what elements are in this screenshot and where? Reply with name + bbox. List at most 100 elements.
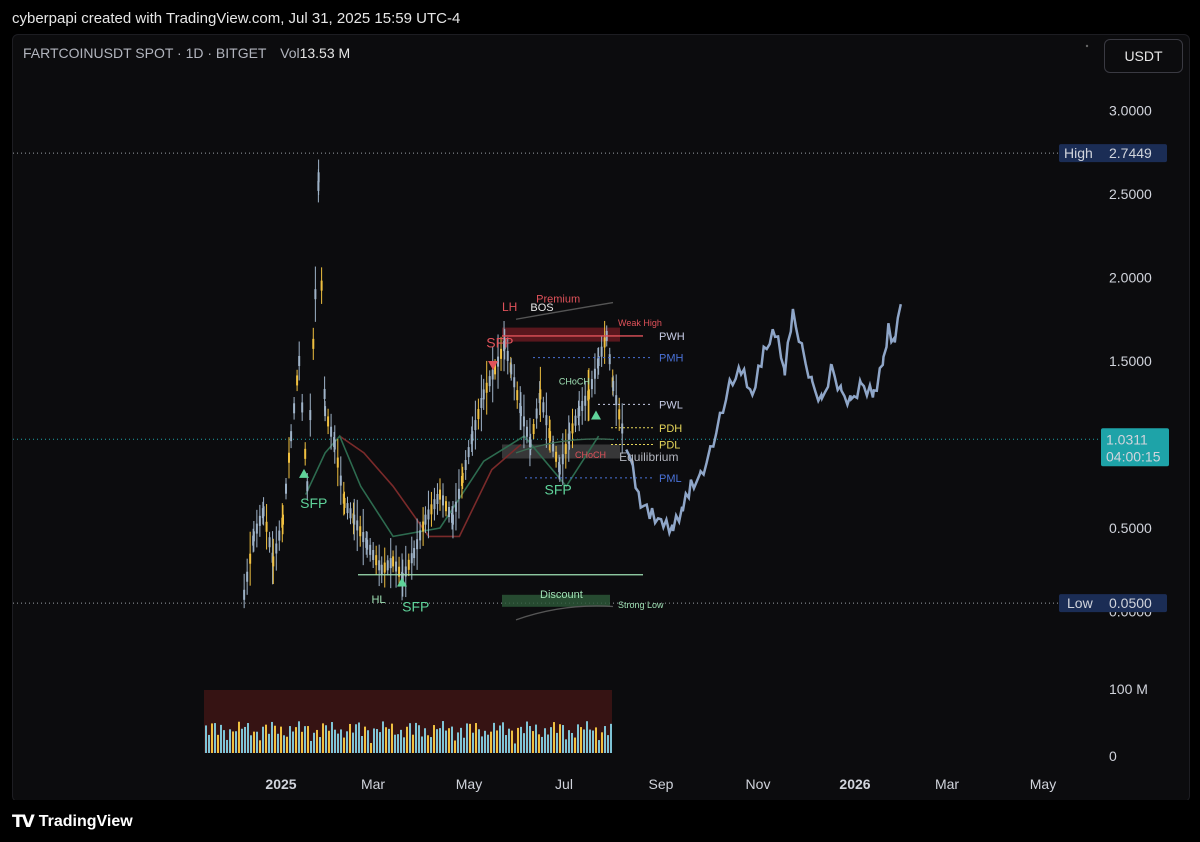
volume-bar bbox=[295, 727, 297, 753]
volume-bar bbox=[298, 721, 300, 753]
chart-canvas[interactable]: 3.00002.50002.00001.50001.00000.50000.00… bbox=[13, 35, 1189, 801]
candle-body bbox=[552, 441, 555, 452]
candle-body bbox=[343, 497, 346, 508]
candle-body bbox=[525, 426, 528, 437]
discount-zone bbox=[502, 594, 610, 607]
candle-body bbox=[309, 410, 312, 421]
volume-bar bbox=[601, 732, 603, 753]
candle-body bbox=[290, 431, 293, 442]
candle-body bbox=[369, 544, 372, 555]
candle-body bbox=[243, 589, 246, 600]
last-price-tag bbox=[1101, 428, 1169, 467]
volume-bar bbox=[556, 732, 558, 753]
volume-bar bbox=[598, 740, 600, 753]
candle-body bbox=[603, 337, 606, 348]
candle-body bbox=[549, 431, 552, 442]
volume-bar bbox=[217, 734, 219, 753]
bar-countdown: 04:00:15 bbox=[1106, 448, 1161, 464]
candle-body bbox=[615, 395, 618, 406]
volume-bar bbox=[379, 732, 381, 753]
candle-body bbox=[457, 488, 460, 499]
volume-bar bbox=[334, 729, 336, 753]
volume-bar bbox=[364, 726, 366, 753]
volume-bar bbox=[589, 729, 591, 753]
volume-bar bbox=[553, 722, 555, 753]
candle-body bbox=[451, 514, 454, 525]
volume-bar bbox=[262, 726, 264, 753]
volume-bar bbox=[244, 726, 246, 753]
candle-body bbox=[258, 515, 261, 526]
candle-body bbox=[482, 389, 485, 400]
candle-body bbox=[372, 550, 375, 561]
candle-body bbox=[539, 389, 542, 400]
candle-body bbox=[255, 523, 258, 534]
symbol-info[interactable]: FARTCOINUSDT SPOT · 1D · BITGET Vol13.53… bbox=[23, 45, 350, 61]
low-tag-value: 0.0500 bbox=[1109, 595, 1152, 611]
candle-body bbox=[471, 431, 474, 442]
volume-bar bbox=[265, 724, 267, 753]
volume-bar bbox=[346, 731, 348, 753]
volume-bar bbox=[325, 725, 327, 753]
volume-bar bbox=[484, 730, 486, 753]
volume-bar bbox=[367, 730, 369, 753]
volume-bar bbox=[235, 731, 237, 753]
strong-low-curve bbox=[515, 605, 614, 621]
volume-bar bbox=[358, 722, 360, 753]
price-tick-label: 0.5000 bbox=[1109, 520, 1152, 536]
candle-body bbox=[522, 416, 525, 427]
volume-bar bbox=[229, 729, 231, 753]
volume-bar bbox=[205, 725, 207, 753]
volume-bar bbox=[211, 723, 213, 753]
high-tag-value: 2.7449 bbox=[1109, 145, 1152, 161]
volume-bar bbox=[520, 726, 522, 753]
volume-bar bbox=[529, 726, 531, 753]
candle-body bbox=[584, 395, 587, 406]
sfp-up-marker bbox=[397, 577, 407, 587]
candle-body bbox=[288, 452, 290, 463]
time-tick-label: Jul bbox=[555, 776, 573, 792]
volume-bar bbox=[610, 723, 612, 753]
candle-body bbox=[608, 354, 611, 365]
currency-button[interactable]: USDT bbox=[1104, 39, 1183, 73]
volume-bar bbox=[445, 730, 447, 753]
candle-body bbox=[265, 521, 268, 532]
chart-annotation: SFP bbox=[300, 495, 327, 511]
volume-bar bbox=[343, 737, 345, 753]
volume-bar bbox=[424, 728, 426, 753]
caption-text: cyberpapi created with TradingView.com, … bbox=[12, 10, 461, 27]
candle-body bbox=[380, 564, 383, 575]
candle-body bbox=[439, 489, 442, 500]
volume-bar bbox=[394, 734, 396, 753]
volume-bar bbox=[382, 721, 384, 753]
candle-body bbox=[278, 530, 281, 541]
candle-body bbox=[320, 280, 323, 291]
volume-bar bbox=[430, 737, 432, 753]
candle-body bbox=[433, 499, 436, 510]
chart-annotation: SFP bbox=[545, 482, 572, 498]
volume-bar bbox=[523, 733, 525, 753]
candle-body bbox=[395, 561, 398, 572]
candle-body bbox=[413, 548, 416, 559]
weak-high-label: Weak High bbox=[618, 318, 662, 328]
tradingview-logo[interactable]: TV TradingView bbox=[12, 812, 133, 832]
volume-bar bbox=[508, 728, 510, 753]
volume-bar bbox=[301, 731, 303, 753]
time-tick-label: 2026 bbox=[839, 776, 870, 792]
symbol-name[interactable]: FARTCOINUSDT SPOT · 1D · BITGET bbox=[23, 45, 267, 61]
volume-bar bbox=[565, 739, 567, 753]
volume-bar bbox=[604, 726, 606, 753]
volume-bar bbox=[490, 731, 492, 753]
volume-bar bbox=[277, 733, 279, 753]
volume-bar bbox=[592, 730, 594, 753]
volume-bar bbox=[256, 731, 258, 753]
pmh-label: PMH bbox=[659, 353, 684, 365]
candle-body bbox=[510, 364, 513, 375]
high-tag-label: High bbox=[1064, 145, 1093, 161]
candle-body bbox=[386, 560, 389, 571]
price-tick-label: 3.0000 bbox=[1109, 103, 1152, 119]
chart-panel[interactable]: 3.00002.50002.00001.50001.00000.50000.00… bbox=[12, 34, 1190, 802]
candle-body bbox=[574, 415, 577, 426]
volume-bar bbox=[253, 731, 255, 753]
candle-body bbox=[532, 424, 535, 435]
volume-bar bbox=[385, 727, 387, 753]
